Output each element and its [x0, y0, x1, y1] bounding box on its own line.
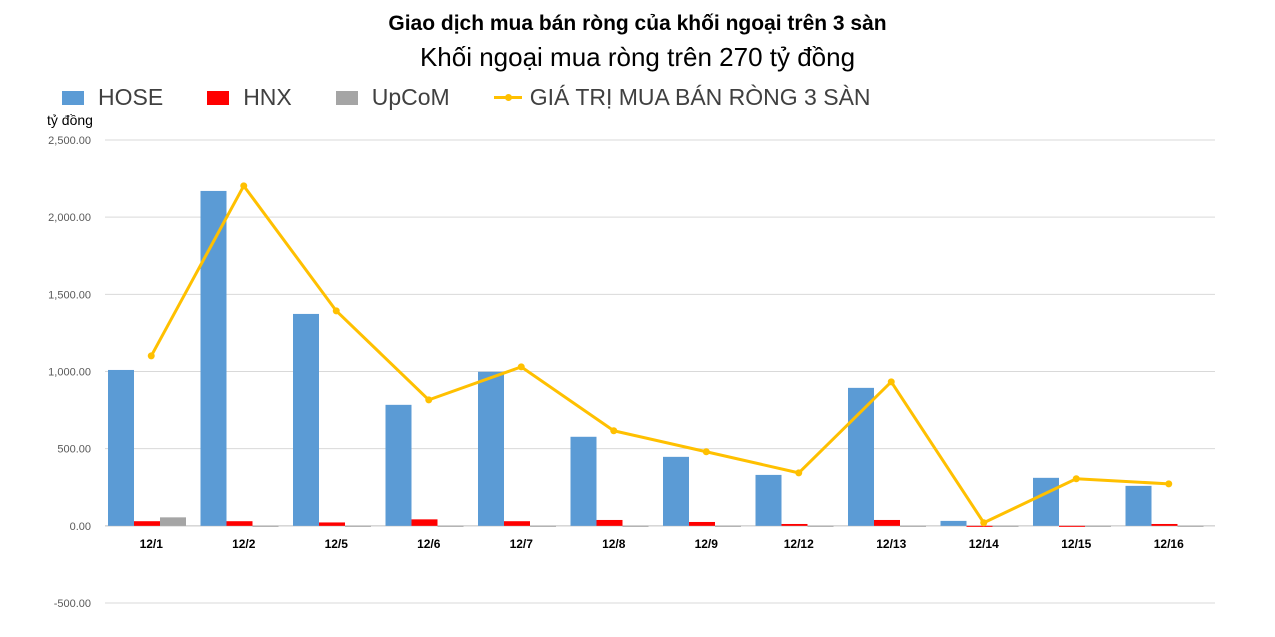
legend: HOSE HNX UpCoM GIÁ TRỊ MUA BÁN RÒNG 3 SÀ… [62, 84, 915, 111]
bar-hose [1125, 485, 1152, 526]
x-tick-label: 12/2 [232, 537, 256, 551]
bar-hose [293, 313, 319, 526]
bar-upcom [992, 525, 1019, 527]
y-tick-label: 0.00 [70, 521, 91, 533]
bar-upcom [715, 525, 741, 527]
bar-hose [1033, 477, 1059, 526]
chart-title: Giao dịch mua bán ròng của khối ngoại tr… [388, 12, 887, 35]
legend-item-hose: HOSE [62, 84, 163, 111]
x-tick-label: 12/9 [695, 537, 719, 551]
line-point [1072, 475, 1080, 483]
x-tick-label: 12/13 [876, 537, 906, 551]
y-axis-unit: tỷ đồng [47, 112, 93, 128]
x-tick-label: 12/6 [417, 537, 441, 551]
bar-upcom [530, 525, 556, 527]
x-tick-label: 12/5 [325, 537, 349, 551]
line-point [517, 363, 525, 371]
bar-upcom [1085, 525, 1111, 527]
bar-hose [385, 404, 412, 526]
line-point [425, 396, 433, 404]
bar-hose [755, 474, 782, 526]
y-tick-label: -500.00 [54, 598, 91, 610]
bar-hnx [689, 521, 715, 526]
bar-hnx [1151, 523, 1178, 526]
line-point [795, 469, 803, 477]
bar-upcom [252, 525, 279, 527]
x-tick-label: 12/15 [1061, 537, 1091, 551]
legend-label: HOSE [98, 84, 164, 110]
y-tick-label: 2,500.00 [48, 135, 91, 147]
bar-upcom [807, 525, 834, 527]
line-point [332, 307, 340, 315]
x-tick-label: 12/1 [140, 537, 164, 551]
legend-item-hnx: HNX [207, 84, 292, 111]
y-tick-label: 1,500.00 [48, 289, 91, 301]
line-point [702, 448, 710, 456]
line-total [149, 184, 1169, 525]
bar-hnx [134, 521, 160, 526]
bar-hose [663, 456, 689, 526]
y-tick-label: 500.00 [57, 444, 91, 456]
bar-upcom [622, 525, 649, 527]
bar-upcom [437, 525, 464, 527]
bar-hnx [226, 521, 253, 526]
line-point [887, 378, 895, 386]
x-tick-label: 12/8 [602, 537, 626, 551]
legend-swatch-total [493, 94, 522, 101]
x-tick-label: 12/16 [1154, 537, 1184, 551]
bar-upcom [900, 525, 926, 527]
y-tick-label: 1,000.00 [48, 367, 91, 379]
bar-hnx [874, 519, 900, 526]
bar-hose [848, 387, 874, 526]
bar-hnx [504, 521, 530, 526]
line-point [610, 427, 618, 435]
bar-hnx [319, 522, 345, 526]
bar-hnx [1059, 525, 1085, 527]
bar-hnx [411, 519, 438, 526]
x-tick-label: 12/14 [969, 537, 999, 551]
legend-swatch-hose [62, 90, 84, 105]
y-tick-label: 2,000.00 [48, 212, 91, 224]
line-point [240, 182, 248, 190]
bar-hnx [781, 523, 808, 526]
legend-item-total: GIÁ TRỊ MUA BÁN RÒNG 3 SÀN [493, 84, 871, 111]
line-point [147, 352, 155, 360]
bar-upcom [345, 525, 371, 527]
bar-hose [940, 520, 967, 526]
bar-hose [570, 436, 597, 526]
x-tick-label: 12/7 [510, 537, 534, 551]
x-tick-label: 12/12 [784, 537, 814, 551]
bar-hose [108, 369, 134, 526]
legend-swatch-upcom [335, 90, 358, 105]
bar-hose [200, 190, 227, 526]
legend-label: UpCoM [371, 84, 450, 110]
legend-item-upcom: UpCoM [335, 84, 450, 111]
legend-label: HNX [243, 84, 292, 110]
line-point [980, 519, 988, 527]
bar-hose [478, 371, 504, 526]
bar-hnx [966, 525, 993, 527]
legend-swatch-hnx [207, 90, 230, 105]
bar-upcom [160, 517, 186, 526]
bar-hnx [596, 519, 623, 526]
line-point [1165, 480, 1173, 488]
chart-subtitle: Khối ngoại mua ròng trên 270 tỷ đồng [419, 42, 856, 72]
bar-upcom [1177, 525, 1204, 527]
legend-label: GIÁ TRỊ MUA BÁN RÒNG 3 SÀN [529, 84, 871, 110]
